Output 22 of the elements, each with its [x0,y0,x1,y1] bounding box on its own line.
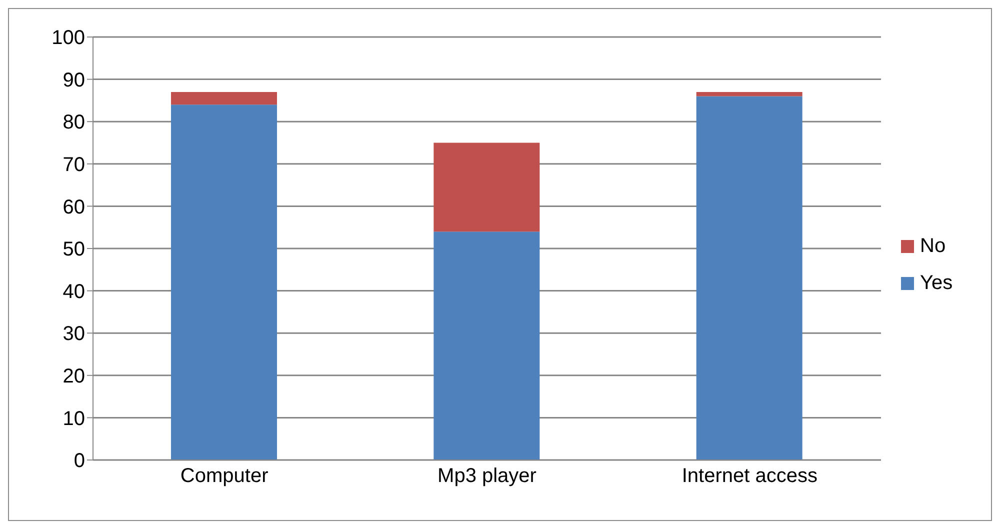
bar [171,104,277,460]
y-tick-label: 50 [62,238,85,261]
y-tick-label: 60 [62,196,85,218]
bar [696,96,802,460]
legend-label: No [920,234,946,258]
y-tick-label: 70 [62,154,85,176]
y-tick-label: 10 [62,408,85,430]
bar [696,92,802,96]
x-tick-label: Mp3 player [438,465,537,488]
x-tick-label: Internet access [682,465,818,488]
bar [434,142,540,232]
x-tick-label: Computer [180,465,269,488]
legend-label: Yes [920,272,953,294]
y-tick-label: 0 [74,450,85,472]
y-tick-label: 100 [52,27,85,50]
y-tick-label: 90 [62,69,85,92]
y-tick-label: 40 [62,280,85,303]
bar [171,92,277,105]
y-tick-label: 80 [62,112,85,134]
y-tick-label: 30 [62,323,85,346]
bar [434,232,540,460]
y-tick-label: 20 [62,366,85,388]
